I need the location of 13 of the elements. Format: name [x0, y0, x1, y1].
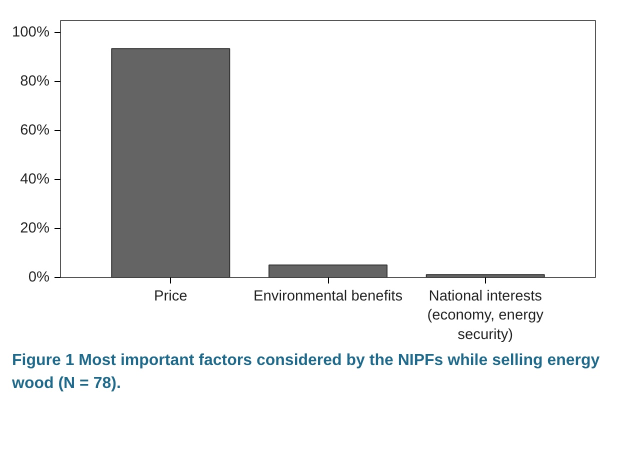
x-tick-label: Environmental benefits [253, 288, 403, 304]
y-tick-label: 20% [20, 220, 50, 237]
x-tick-label: National interests (economy, energy security) [427, 288, 544, 343]
bar [268, 264, 388, 278]
y-tick-label: 40% [20, 172, 50, 188]
y-tick-label: 80% [20, 74, 50, 90]
bar [111, 48, 230, 278]
y-tick-label: 100% [12, 24, 50, 41]
text: Figure 1 Most important factors considered by the NIPFs while selling energy wood (N = 78). [12, 351, 601, 394]
y-tick-label: 60% [20, 122, 50, 139]
bar [426, 274, 545, 278]
y-tick-label: 0% [28, 270, 50, 286]
x-tick-label: Price [154, 288, 188, 304]
